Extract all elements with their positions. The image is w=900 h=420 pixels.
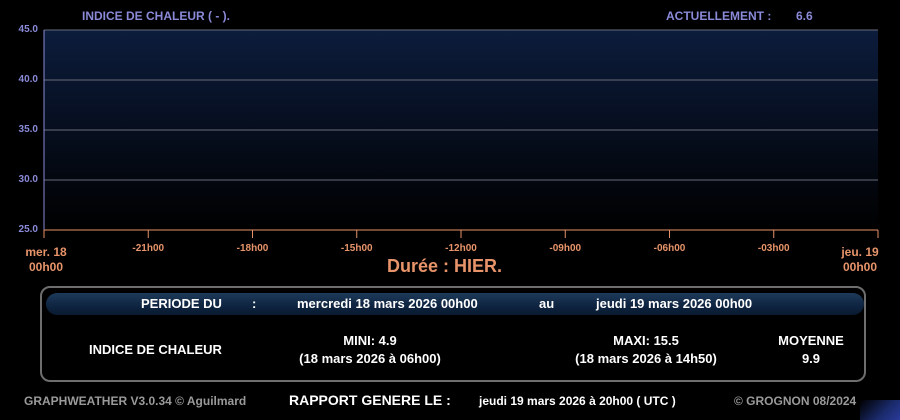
x-end-time: 00h00 xyxy=(842,260,878,274)
stat-max: MAXI: 15.5 (18 mars 2026 à 14h50) xyxy=(541,332,751,368)
software-credit: GRAPHWEATHER V3.0.34 © Aguilmard xyxy=(24,394,247,408)
stat-min: MINI: 4.9 (18 mars 2026 à 06h00) xyxy=(275,332,465,368)
y-tick-label-4: 45.0 xyxy=(18,24,38,35)
report-label: RAPPORT GENERE LE : xyxy=(289,392,451,408)
duration-label: Durée : HIER. xyxy=(387,256,503,276)
period-start: mercredi 18 mars 2026 00h00 xyxy=(297,296,478,311)
period-end: jeudi 19 mars 2026 00h00 xyxy=(596,296,753,311)
period-to: au xyxy=(539,296,555,311)
x-start-label: mer. 18 00h00 xyxy=(18,245,74,275)
report-date: jeudi 19 mars 2026 à 20h00 ( UTC ) xyxy=(479,394,676,408)
chart-plot xyxy=(43,29,879,238)
stat-min-date: (18 mars 2026 à 06h00) xyxy=(299,351,441,366)
stat-avg-value: 9.9 xyxy=(801,351,821,366)
stat-avg-label: MOYENNE xyxy=(778,333,844,348)
stat-max-value: MAXI: 15.5 xyxy=(613,333,679,348)
corner-decoration xyxy=(860,400,900,420)
x-tick-label-3: -15h00 xyxy=(340,243,373,254)
x-tick-label-5: -09h00 xyxy=(549,243,582,254)
x-end-day: jeu. 19 xyxy=(841,245,879,259)
x-tick-label-4: -12h00 xyxy=(445,243,477,254)
stat-avg: MOYENNE 9.9 xyxy=(765,332,857,368)
current-label: ACTUELLEMENT : xyxy=(666,9,772,23)
period-separator: : xyxy=(252,296,257,311)
period-bar xyxy=(46,293,864,315)
x-start-day: mer. 18 xyxy=(25,245,67,259)
y-tick-label-0: 25.0 xyxy=(18,224,38,235)
stat-max-date: (18 mars 2026 à 14h50) xyxy=(575,351,717,366)
x-tick-label-2: -18h00 xyxy=(236,243,269,254)
x-start-time: 00h00 xyxy=(28,260,64,274)
summary-panel xyxy=(40,286,866,382)
x-tick-label-1: -21h00 xyxy=(132,243,165,254)
stat-min-value: MINI: 4.9 xyxy=(343,333,397,348)
y-tick-label-3: 40.0 xyxy=(18,74,38,85)
period-label: PERIODE DU xyxy=(141,296,222,311)
chart-title: INDICE DE CHALEUR ( - ). xyxy=(82,9,230,23)
stats-name: INDICE DE CHALEUR xyxy=(89,342,222,357)
y-tick-label-2: 35.0 xyxy=(18,124,38,135)
current-value: 6.6 xyxy=(796,9,813,23)
y-tick-label-1: 30.0 xyxy=(18,174,38,185)
x-tick-label-7: -03h00 xyxy=(757,243,790,254)
copyright: © GROGNON 08/2024 xyxy=(734,394,857,408)
x-end-label: jeu. 19 00h00 xyxy=(832,245,888,275)
x-tick-label-6: -06h00 xyxy=(653,243,686,254)
